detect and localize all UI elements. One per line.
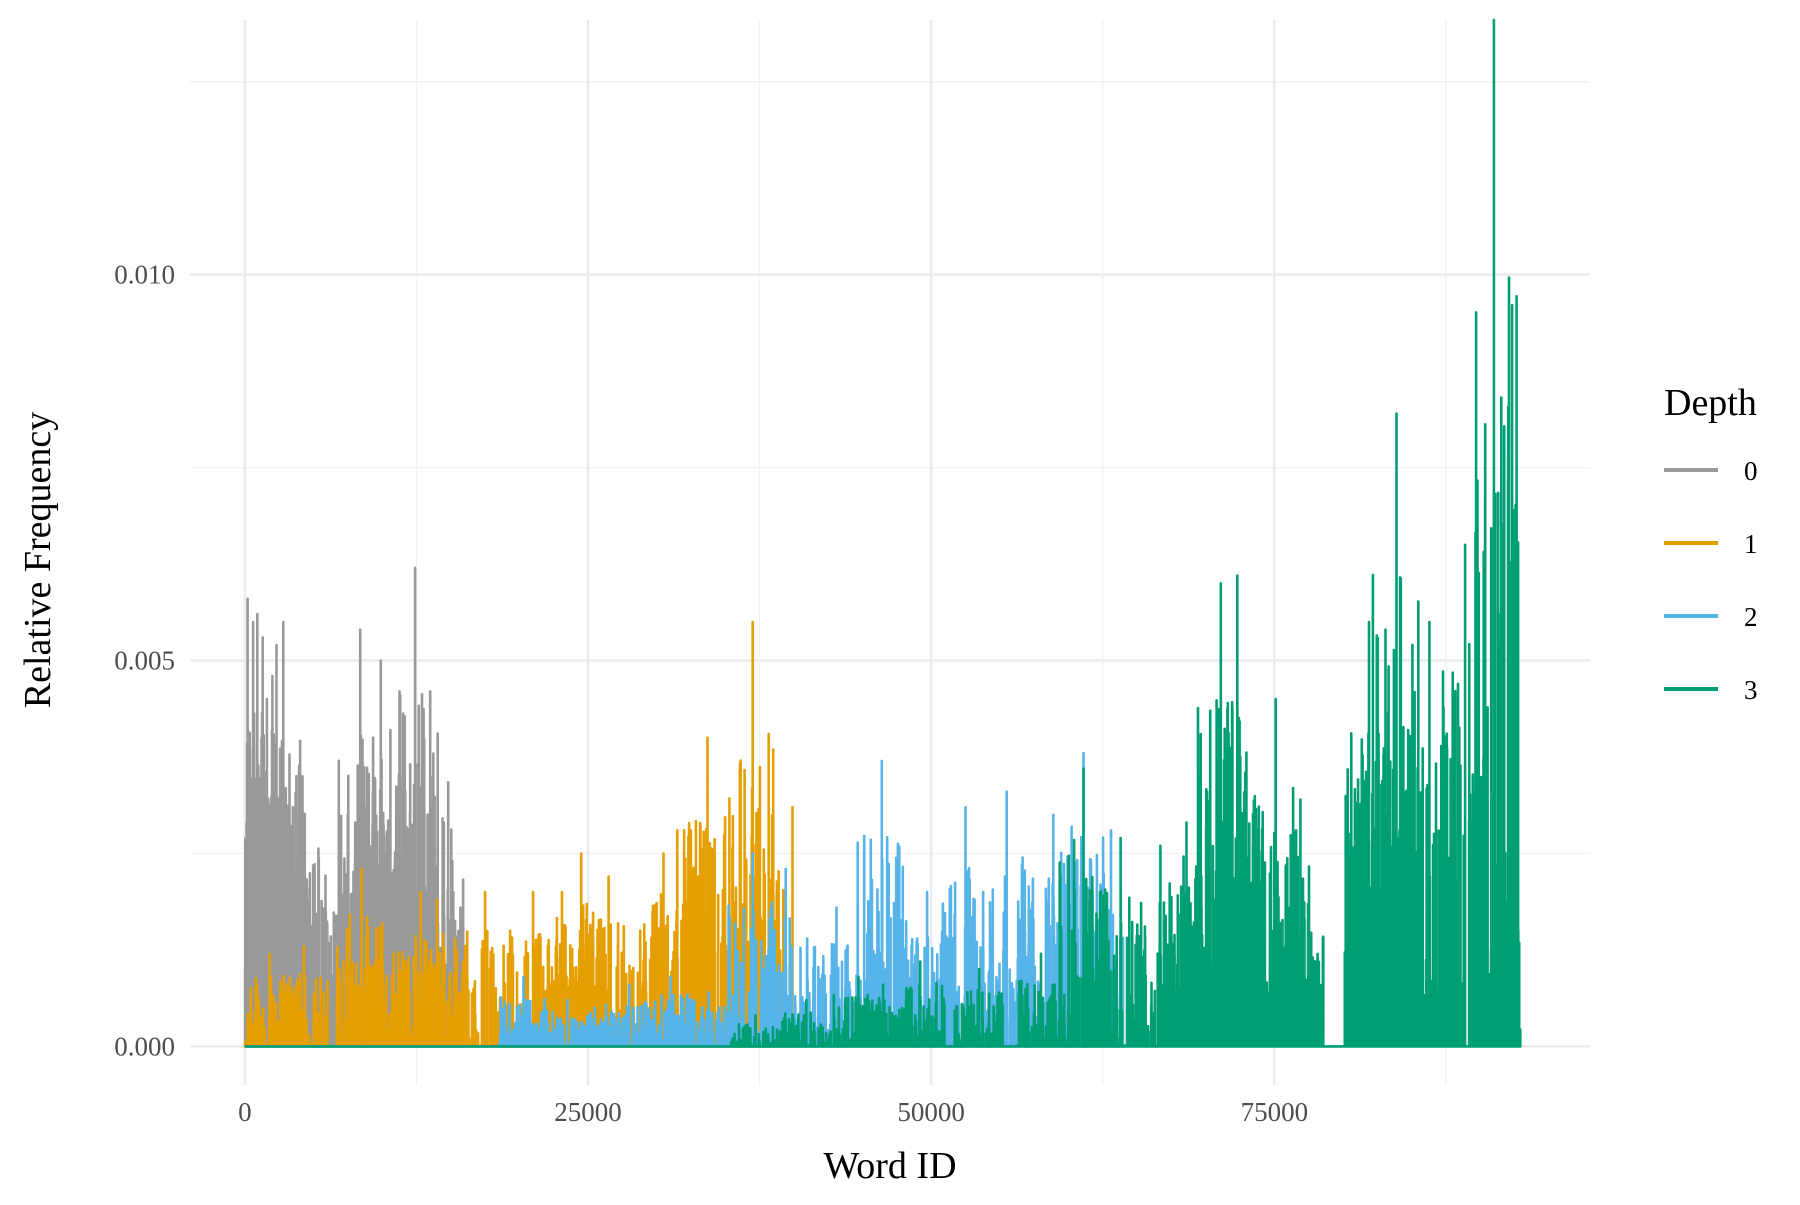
legend-label-depth-0: 0: [1744, 456, 1758, 486]
x-tick-label: 75000: [1241, 1097, 1309, 1127]
y-tick-label: 0.005: [114, 646, 175, 676]
x-tick-label: 50000: [897, 1097, 965, 1127]
x-tick-label: 0: [238, 1097, 252, 1127]
series-layer: [243, 18, 1522, 1048]
y-axis-title: Relative Frequency: [17, 412, 59, 709]
legend: Depth 0 1 2 3: [1664, 382, 1758, 705]
axis-layer: 0.000 0.005 0.010 0 25000 50000 75000: [114, 260, 1308, 1127]
legend-label-depth-3: 3: [1744, 675, 1758, 705]
series-line-depth-3: [244, 18, 1522, 1048]
y-tick-label: 0.010: [114, 260, 175, 290]
x-tick-label: 25000: [554, 1097, 622, 1127]
legend-label-depth-2: 2: [1744, 602, 1758, 632]
x-axis-title: Word ID: [823, 1145, 956, 1187]
y-tick-label: 0.000: [114, 1031, 175, 1061]
series-line-depth-1: [243, 620, 795, 1048]
legend-title: Depth: [1664, 382, 1757, 424]
legend-label-depth-1: 1: [1744, 529, 1758, 559]
